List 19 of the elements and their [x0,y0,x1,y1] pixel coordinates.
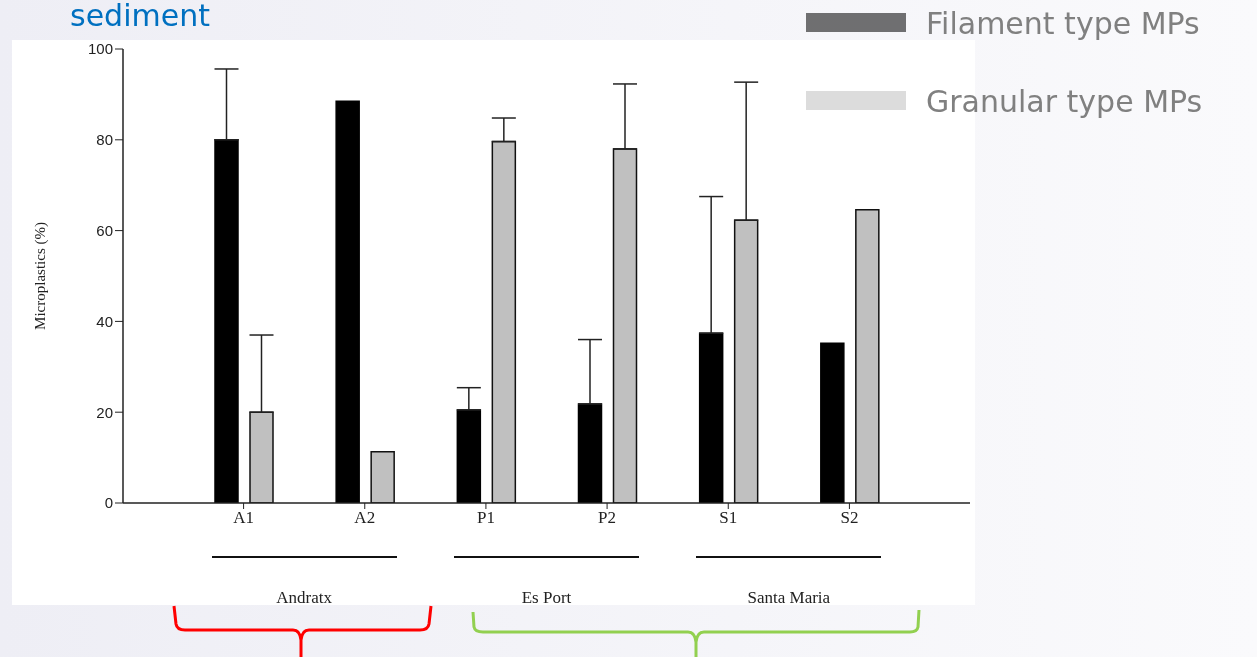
chart-title: sediment [70,0,210,33]
y-tick-label: 60 [96,221,113,239]
y-tick-label: 0 [104,494,113,512]
x-tick-label: A1 [233,508,254,528]
text: Es Port [520,588,573,608]
x-tick-label: P2 [598,508,617,528]
text: Andratx [275,588,333,608]
legend-label: Granular type MPs [926,82,1204,120]
y-tick-label: 100 [87,40,113,58]
y-axis-title: Microplastics (%) [32,222,50,330]
x-tick-label: S1 [719,508,738,528]
y-tick-label: 40 [96,312,113,330]
x-tick-label: A2 [354,508,376,528]
y-tick-label: 80 [96,131,113,149]
x-tick-label: S2 [840,508,859,528]
y-tick-label: 20 [96,403,113,421]
text: Santa Maria [746,588,832,608]
legend-label: Filament type MPs [926,5,1201,43]
x-tick-label: P1 [476,508,495,528]
